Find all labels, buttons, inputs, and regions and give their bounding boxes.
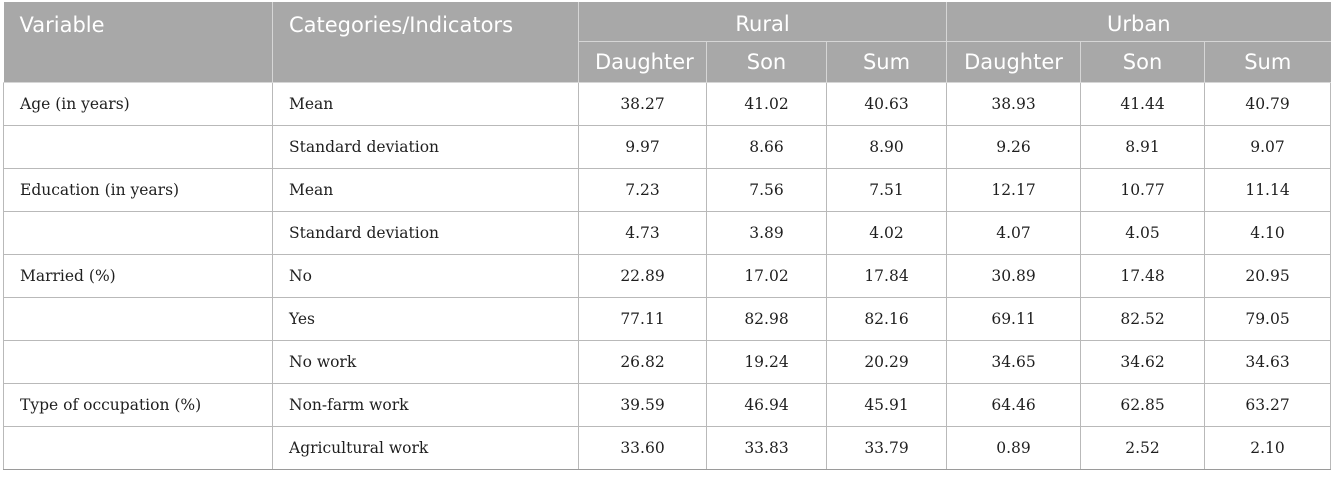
value-cell: 62.85 <box>1080 383 1206 427</box>
table-row: Married (%) No 22.89 17.02 17.84 30.89 17.48 20… <box>3 254 1332 298</box>
value-cell: 2.10 <box>1204 426 1332 470</box>
value-cell: 3.89 <box>706 211 827 255</box>
value-cell: 38.93 <box>946 82 1082 126</box>
category-cell: Standard deviation <box>272 125 579 169</box>
table-row: Agricultural work 33.60 33.83 33.79 0.89 2.52… <box>3 426 1332 470</box>
value-cell: 34.63 <box>1204 340 1332 384</box>
table-row: Standard deviation 9.97 8.66 8.90 9.26 8.91 9.… <box>3 125 1332 169</box>
value-cell: 82.52 <box>1080 297 1206 341</box>
header-rural-sum: Sum <box>826 41 948 83</box>
table-row: No work 26.82 19.24 20.29 34.65 34.62 34.63 <box>3 340 1332 384</box>
value-cell: 79.05 <box>1204 297 1332 341</box>
value-cell: 41.02 <box>706 82 827 126</box>
category-cell: No <box>272 254 579 298</box>
category-cell: Agricultural work <box>272 426 579 470</box>
value-cell: 9.07 <box>1204 125 1332 169</box>
value-cell: 17.02 <box>706 254 827 298</box>
value-cell: 40.63 <box>825 82 948 126</box>
header-urban-son: Son <box>1080 41 1206 83</box>
header-categories: Categories/Indicators <box>272 2 579 83</box>
value-cell: 7.51 <box>825 168 948 212</box>
value-cell: 8.91 <box>1080 125 1206 169</box>
value-cell: 19.24 <box>706 340 827 384</box>
value-cell: 17.84 <box>825 254 948 298</box>
value-cell: 39.59 <box>578 383 707 427</box>
value-cell: 20.29 <box>825 340 948 384</box>
table-row: Type of occupation (%) Non-farm work 39.59… <box>3 383 1332 427</box>
value-cell: 63.27 <box>1204 383 1332 427</box>
value-cell: 8.90 <box>825 125 948 169</box>
value-cell: 34.62 <box>1080 340 1206 384</box>
value-cell: 8.66 <box>706 125 827 169</box>
variable-cell: Married (%) <box>3 254 273 298</box>
category-cell: Non-farm work <box>272 383 579 427</box>
value-cell: 82.98 <box>706 297 827 341</box>
table-row: Education (in years) Mean 7.23 7.56 7.51 12.1… <box>3 168 1332 212</box>
value-cell: 9.97 <box>578 125 707 169</box>
value-cell: 11.14 <box>1204 168 1332 212</box>
table-row: Age (in years) Mean 38.27 41.02 40.63 38.93 41… <box>3 82 1332 126</box>
category-cell: Standard deviation <box>272 211 579 255</box>
value-cell: 7.23 <box>578 168 707 212</box>
table-body: Age (in years) Mean 38.27 41.02 40.63 38.93 41… <box>3 82 1332 470</box>
value-cell: 0.89 <box>946 426 1082 470</box>
variable-cell <box>3 426 273 470</box>
data-table: Variable Categories/Indicators Rural Urb… <box>3 2 1332 470</box>
value-cell: 4.05 <box>1080 211 1206 255</box>
variable-cell <box>3 211 273 255</box>
value-cell: 26.82 <box>578 340 707 384</box>
header-rural-daughter: Daughter <box>578 41 707 83</box>
table-row: Yes 77.11 82.98 82.16 69.11 82.52 79.05 <box>3 297 1332 341</box>
category-cell: Mean <box>272 168 579 212</box>
variable-cell <box>3 125 273 169</box>
value-cell: 33.60 <box>578 426 707 470</box>
header-rural-son: Son <box>706 41 827 83</box>
value-cell: 4.10 <box>1204 211 1332 255</box>
value-cell: 46.94 <box>706 383 827 427</box>
header-group-urban: Urban <box>946 2 1331 42</box>
variable-cell <box>3 297 273 341</box>
variable-cell: Type of occupation (%) <box>3 383 273 427</box>
value-cell: 9.26 <box>946 125 1082 169</box>
value-cell: 64.46 <box>946 383 1082 427</box>
value-cell: 41.44 <box>1080 82 1206 126</box>
value-cell: 34.65 <box>946 340 1082 384</box>
value-cell: 4.07 <box>946 211 1082 255</box>
value-cell: 10.77 <box>1080 168 1206 212</box>
value-cell: 12.17 <box>946 168 1082 212</box>
header-urban-daughter: Daughter <box>946 41 1082 83</box>
value-cell: 33.83 <box>706 426 827 470</box>
value-cell: 2.52 <box>1080 426 1206 470</box>
value-cell: 77.11 <box>578 297 707 341</box>
category-cell: No work <box>272 340 579 384</box>
header-row-top: Variable Categories/Indicators Rural Urb… <box>3 2 1331 83</box>
value-cell: 30.89 <box>946 254 1082 298</box>
value-cell: 20.95 <box>1204 254 1332 298</box>
variable-cell: Age (in years) <box>3 82 273 126</box>
value-cell: 38.27 <box>578 82 707 126</box>
value-cell: 45.91 <box>825 383 948 427</box>
table-row: Standard deviation 4.73 3.89 4.02 4.07 4.05 4.… <box>3 211 1332 255</box>
category-cell: Yes <box>272 297 579 341</box>
header-variable: Variable <box>3 2 273 83</box>
header-group-rural: Rural <box>578 2 948 42</box>
value-cell: 17.48 <box>1080 254 1206 298</box>
variable-cell: Education (in years) <box>3 168 273 212</box>
category-cell: Mean <box>272 82 579 126</box>
value-cell: 7.56 <box>706 168 827 212</box>
header-urban-sum: Sum <box>1204 41 1331 83</box>
value-cell: 33.79 <box>825 426 948 470</box>
value-cell: 82.16 <box>825 297 948 341</box>
value-cell: 40.79 <box>1204 82 1332 126</box>
value-cell: 22.89 <box>578 254 707 298</box>
value-cell: 69.11 <box>946 297 1082 341</box>
value-cell: 4.73 <box>578 211 707 255</box>
value-cell: 4.02 <box>825 211 948 255</box>
variable-cell <box>3 340 273 384</box>
